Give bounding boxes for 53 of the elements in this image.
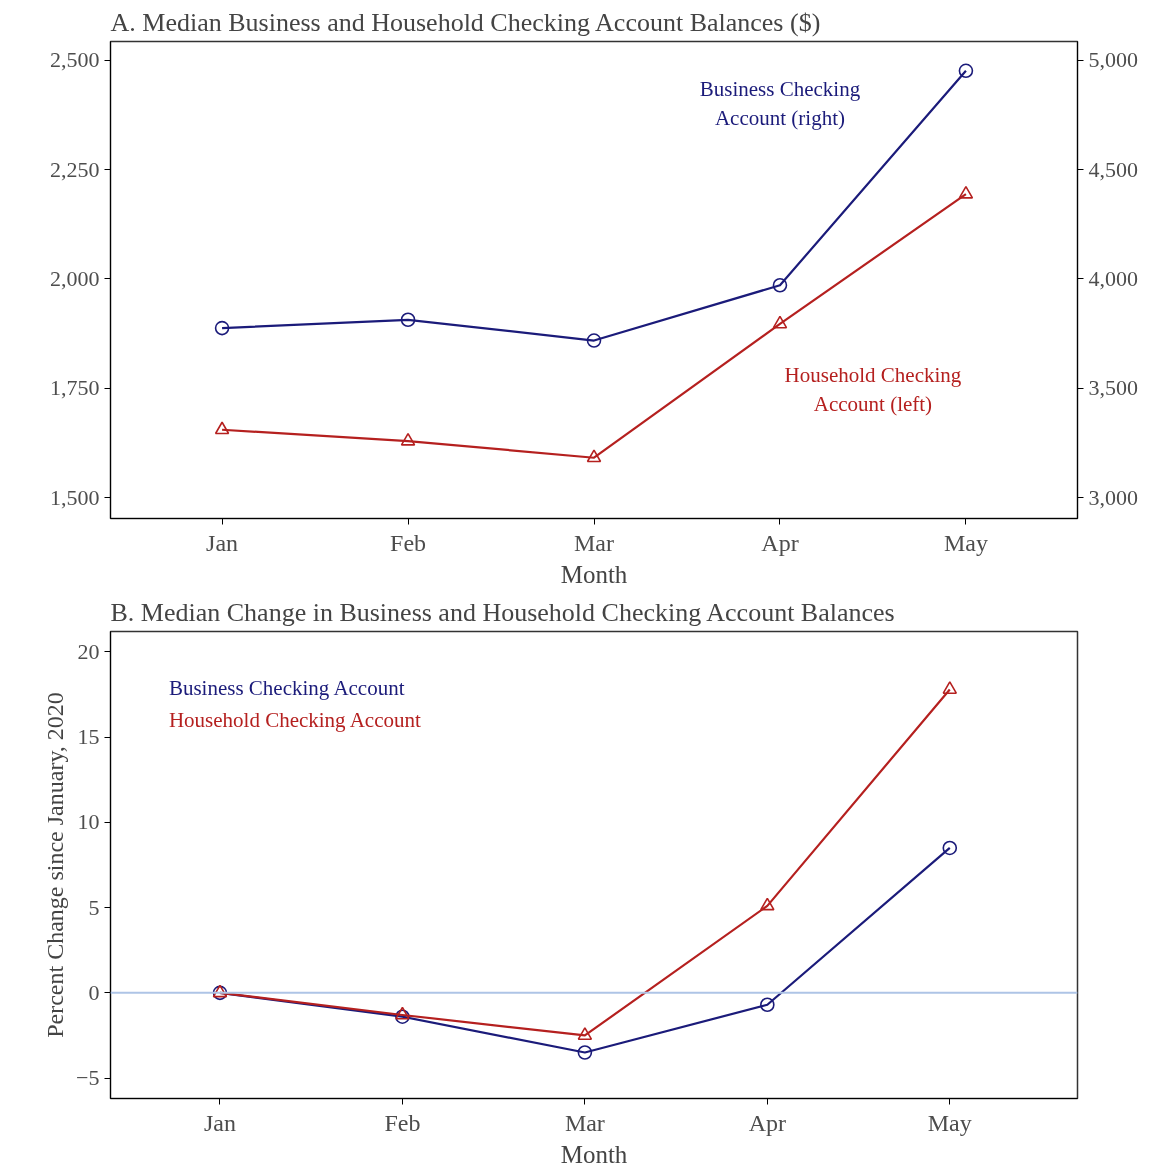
y2-tick-label: 5,000	[1088, 47, 1138, 73]
point	[772, 277, 788, 293]
series-label: Household Checking Account (left)	[784, 363, 962, 417]
y-tick-label: 1,500	[50, 484, 100, 510]
x-axis-title: Month	[560, 560, 628, 588]
point	[577, 1027, 593, 1040]
x-tick-label: May	[943, 529, 988, 556]
x-tick-label: Feb	[384, 1109, 421, 1136]
point	[942, 840, 958, 856]
y2-tick-label: 4,000	[1088, 265, 1138, 291]
y-tick-label: 5	[88, 894, 100, 920]
y-tick-label: 2,250	[50, 156, 100, 182]
x-tick-label: May	[927, 1109, 972, 1136]
y-tick-label: 15	[77, 724, 100, 750]
y-tick-label: 20	[77, 638, 100, 664]
y-tick-label: 2,000	[50, 265, 100, 291]
y2-tick-label: 3,500	[1088, 375, 1138, 401]
point	[214, 421, 230, 435]
x-tick-label: Mar	[574, 529, 614, 556]
point	[958, 185, 974, 199]
chart-title: A. Median Business and Household Checking Account Balances ($)	[110, 7, 821, 37]
x-tick-label: Jan	[206, 529, 239, 556]
x-tick-label: Feb	[390, 529, 427, 556]
y-axis-title: Percent Change since January, 2020	[42, 692, 69, 1038]
y-tick-label: 0	[88, 979, 100, 1005]
x-tick-label: Jan	[203, 1109, 236, 1136]
point	[577, 1045, 593, 1060]
x-tick-label: Apr	[761, 529, 799, 556]
y-tick-label: 2,500	[50, 47, 100, 73]
point	[395, 1009, 410, 1024]
x-tick-label: Apr	[748, 1109, 786, 1136]
y2-tick-label: 4,500	[1088, 156, 1138, 182]
x-tick-label: Mar	[564, 1109, 605, 1136]
y-tick-label: 10	[77, 809, 100, 835]
point	[400, 312, 416, 328]
chart-title: B. Median Change in Business and Household Checking Account Balances	[110, 597, 895, 627]
text: Business Checking Account	[168, 675, 405, 700]
y-tick-label: 1,750	[50, 375, 100, 401]
x-axis-title: Month	[560, 1140, 628, 1168]
point	[586, 333, 602, 348]
y2-tick-label: 3,000	[1088, 484, 1138, 510]
point	[395, 1006, 410, 1020]
point	[942, 681, 958, 694]
text: Household Checking Account	[168, 708, 422, 733]
point	[586, 449, 602, 463]
y-tick-label: −5	[76, 1065, 100, 1091]
point	[760, 997, 775, 1013]
point	[400, 432, 416, 446]
point	[760, 897, 775, 911]
series-label: Business Checking Account (right)	[699, 77, 861, 130]
point	[214, 320, 230, 336]
point	[772, 315, 788, 329]
point	[958, 63, 974, 79]
